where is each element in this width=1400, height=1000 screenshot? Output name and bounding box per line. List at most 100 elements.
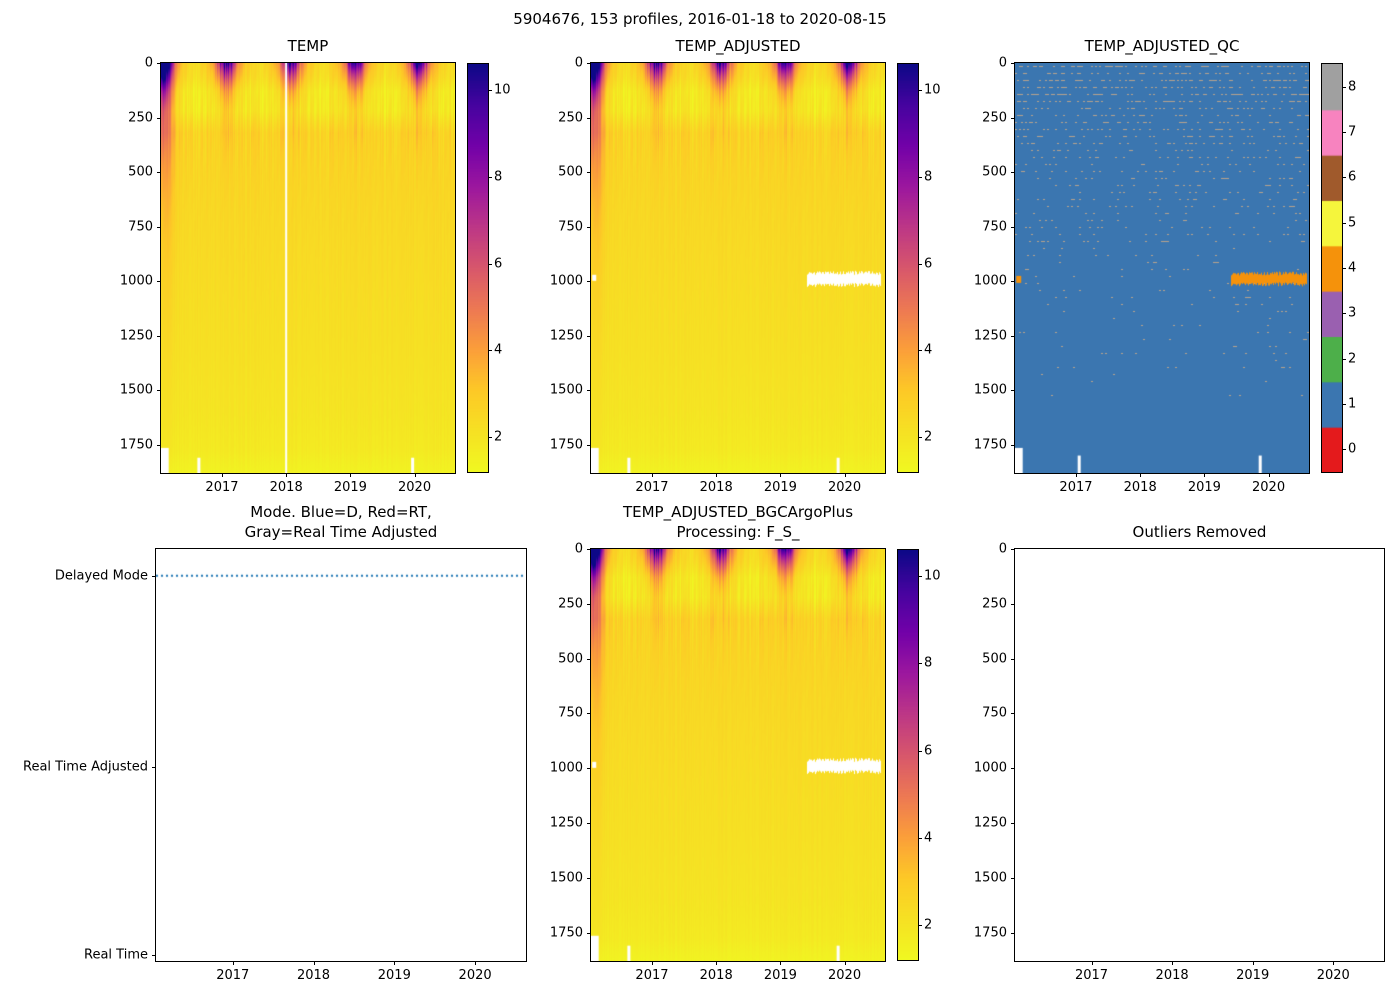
tick-mark xyxy=(587,658,591,660)
tick-mark xyxy=(1011,549,1015,550)
tick-label: 2019 xyxy=(1187,480,1221,495)
tick-label: 1000 xyxy=(973,273,1007,289)
tick-mark xyxy=(587,172,591,174)
tick-mark xyxy=(1011,281,1015,283)
tick-label: 1500 xyxy=(549,870,583,886)
tick-label: 2017 xyxy=(635,480,669,495)
tick-label: 6 xyxy=(924,256,933,272)
tick-mark xyxy=(1268,473,1270,477)
tick-mark xyxy=(587,932,591,934)
tick-label: 10 xyxy=(924,82,941,98)
tick-label: 2 xyxy=(1348,351,1357,367)
tick-label: 1 xyxy=(1348,396,1357,412)
tick-mark xyxy=(152,954,156,956)
tick-label: 1750 xyxy=(549,437,583,453)
tick-mark xyxy=(1140,473,1142,477)
tick-mark xyxy=(1011,390,1015,392)
panel-mode: Mode. Blue=D, Red=RT, Gray=Real Time Adj… xyxy=(23,503,527,983)
tick-mark xyxy=(918,663,922,665)
tick-label: 250 xyxy=(558,596,583,612)
tick-mark xyxy=(587,768,591,770)
tick-mark xyxy=(716,961,718,965)
panel-title: Mode. Blue=D, Red=RT, Gray=Real Time Adj… xyxy=(244,503,438,541)
tick-label: 250 xyxy=(128,110,153,126)
tick-mark xyxy=(1011,822,1015,824)
tick-label: 2019 xyxy=(763,968,797,983)
tick-label: 250 xyxy=(558,110,583,126)
tick-label: 1000 xyxy=(549,760,583,776)
tick-mark xyxy=(587,603,591,605)
qc-heatmap-canvas xyxy=(1015,63,1309,473)
tick-mark xyxy=(918,176,922,178)
tick-mark xyxy=(1342,358,1346,360)
tick-label: 7 xyxy=(1348,124,1357,140)
tick-mark xyxy=(157,390,161,392)
tick-label: 1500 xyxy=(973,870,1007,886)
tick-mark xyxy=(1204,473,1206,477)
tick-label: 0 xyxy=(1348,441,1357,457)
tick-mark xyxy=(157,281,161,283)
tick-mark xyxy=(157,226,161,228)
tick-mark xyxy=(587,822,591,824)
tick-label: 4 xyxy=(1348,260,1357,276)
colorbar-qc: 0 1 2 3 4 5 6 7 8 xyxy=(1321,63,1356,473)
tick-label: 1750 xyxy=(973,437,1007,453)
heatmap-canvas xyxy=(591,549,885,961)
tick-label: 0 xyxy=(144,55,153,71)
tick-label: 4 xyxy=(924,342,933,358)
tick-mark xyxy=(651,473,653,477)
tick-label: 1500 xyxy=(973,382,1007,398)
colorbar-gradient xyxy=(898,550,918,960)
tick-label: 8 xyxy=(494,169,503,185)
tick-label: 8 xyxy=(1348,79,1357,95)
tick-label: 1500 xyxy=(119,382,153,398)
tick-mark xyxy=(1011,658,1015,660)
panel-title: TEMP_ADJUSTED_BGCArgoPlus Processing: F_… xyxy=(622,503,854,541)
tick-label: 10 xyxy=(494,82,511,98)
tick-mark xyxy=(587,444,591,446)
panel-bgc: TEMP_ADJUSTED_BGCArgoPlus Processing: F_… xyxy=(550,503,941,983)
tick-label: 250 xyxy=(982,110,1007,126)
tick-mark xyxy=(587,877,591,879)
tick-mark xyxy=(1342,177,1346,179)
tick-label: 6 xyxy=(1348,169,1357,185)
tick-mark xyxy=(918,750,922,752)
tick-mark xyxy=(918,837,922,839)
tick-label: 2019 xyxy=(333,480,367,495)
tick-label: 6 xyxy=(494,256,503,272)
tick-label: 2018 xyxy=(269,480,303,495)
tick-mark xyxy=(1011,877,1015,879)
tick-mark xyxy=(394,961,396,965)
tick-label: 10 xyxy=(924,568,941,584)
tick-label: 1000 xyxy=(119,273,153,289)
tick-mark xyxy=(232,961,234,965)
tick-mark xyxy=(1011,335,1015,337)
tick-label: 1750 xyxy=(119,437,153,453)
tick-mark xyxy=(414,473,416,477)
tick-label: 2018 xyxy=(699,968,733,983)
tick-label: Real Time xyxy=(84,947,148,963)
tick-label: 3 xyxy=(1348,305,1357,321)
tick-mark xyxy=(157,117,161,119)
tick-mark xyxy=(1252,961,1254,965)
tick-label: 0 xyxy=(998,55,1007,71)
tick-label: 5 xyxy=(1348,215,1357,231)
tick-label: 750 xyxy=(982,219,1007,235)
tick-label: 0 xyxy=(574,55,583,71)
tick-mark xyxy=(1342,449,1346,451)
panel-title: Outliers Removed xyxy=(1132,522,1267,541)
tick-label: 1250 xyxy=(973,815,1007,831)
tick-label: 2020 xyxy=(398,480,432,495)
mode-line-canvas xyxy=(156,549,526,961)
tick-label: 4 xyxy=(924,830,933,846)
colorbar-temp: 2 4 6 8 10 xyxy=(467,63,511,473)
tick-label: 750 xyxy=(558,219,583,235)
tick-mark xyxy=(1342,132,1346,133)
tick-label: 1500 xyxy=(549,382,583,398)
tick-label: 2017 xyxy=(216,968,250,983)
tick-mark xyxy=(1011,932,1015,934)
tick-mark xyxy=(157,335,161,337)
tick-mark xyxy=(587,281,591,283)
tick-label: 2017 xyxy=(1074,968,1109,983)
